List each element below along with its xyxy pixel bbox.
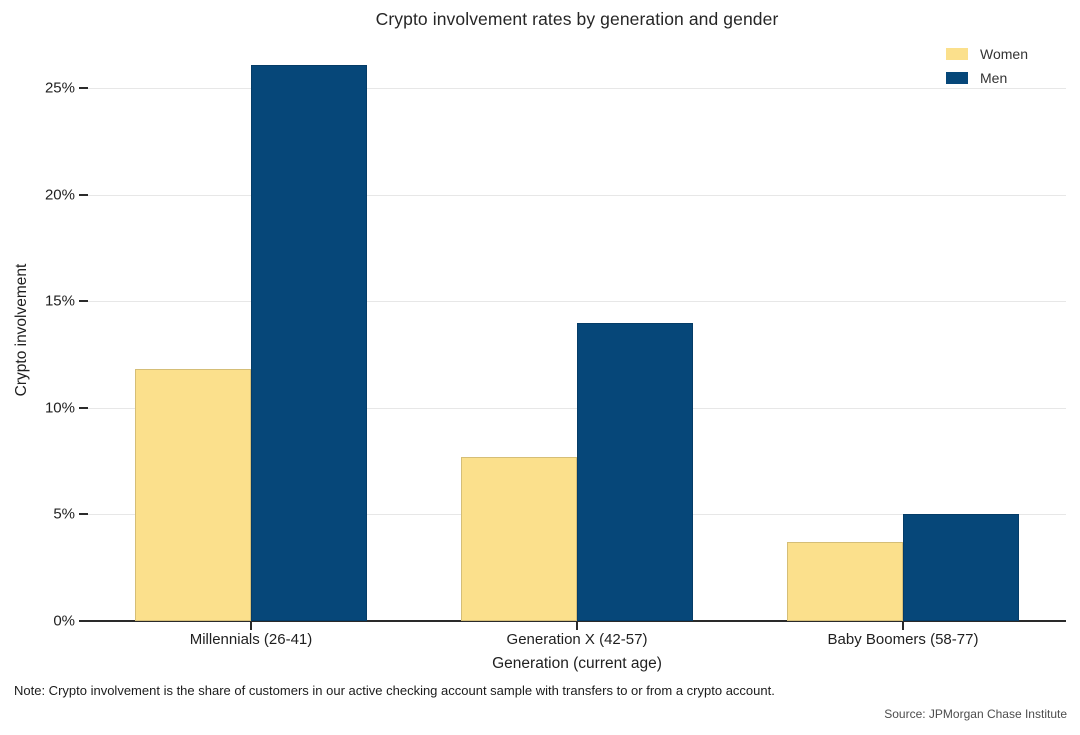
legend-swatch-women xyxy=(946,48,968,60)
bar-women-baby-boomers-58-77 xyxy=(787,542,903,621)
bar-men-millennials-26-41 xyxy=(251,64,367,621)
y-tick-mark-20 xyxy=(79,193,88,196)
x-axis-label: Generation (current age) xyxy=(492,655,662,672)
footnote: Note: Crypto involvement is the share of… xyxy=(14,683,775,698)
y-tick-label-15: 15% xyxy=(44,292,75,310)
y-tick-label-0: 0% xyxy=(53,612,75,630)
bar-men-baby-boomers-58-77 xyxy=(903,514,1019,621)
y-tick-mark-0 xyxy=(79,620,88,622)
source-credit: Source: JPMorgan Chase Institute xyxy=(884,707,1067,721)
y-tick-label-5: 5% xyxy=(53,505,75,523)
y-axis-label: Crypto involvement xyxy=(13,263,30,397)
x-tick-mark-generation-x-42-57 xyxy=(576,622,578,630)
y-tick-label-10: 10% xyxy=(44,399,75,417)
bar-women-millennials-26-41 xyxy=(135,369,251,621)
y-tick-mark-15 xyxy=(79,300,88,303)
legend-label-men: Men xyxy=(980,70,1008,86)
y-tick-label-20: 20% xyxy=(44,186,75,204)
chart-title: Crypto involvement rates by generation a… xyxy=(375,9,779,29)
legend-swatch-men xyxy=(946,72,968,84)
x-tick-label-generation-x-42-57: Generation X (42-57) xyxy=(506,631,648,648)
bar-women-generation-x-42-57 xyxy=(461,456,577,621)
x-tick-label-baby-boomers-58-77: Baby Boomers (58-77) xyxy=(827,631,979,648)
legend-item-men: Men xyxy=(946,66,1028,90)
x-tick-mark-baby-boomers-58-77 xyxy=(902,622,904,630)
legend: Women Men xyxy=(946,42,1028,90)
legend-label-women: Women xyxy=(980,46,1028,62)
y-tick-label-25: 25% xyxy=(44,79,75,97)
y-tick-mark-25 xyxy=(79,87,88,89)
gridline-15 xyxy=(88,301,1066,303)
x-tick-mark-millennials-26-41 xyxy=(250,622,252,630)
y-tick-mark-10 xyxy=(79,406,88,409)
y-tick-mark-5 xyxy=(79,513,88,516)
x-tick-label-millennials-26-41: Millennials (26-41) xyxy=(189,631,313,648)
gridline-20 xyxy=(88,194,1066,196)
bar-men-generation-x-42-57 xyxy=(577,322,693,621)
legend-item-women: Women xyxy=(946,42,1028,66)
gridline-25 xyxy=(88,88,1066,89)
x-axis-line xyxy=(88,620,1066,622)
